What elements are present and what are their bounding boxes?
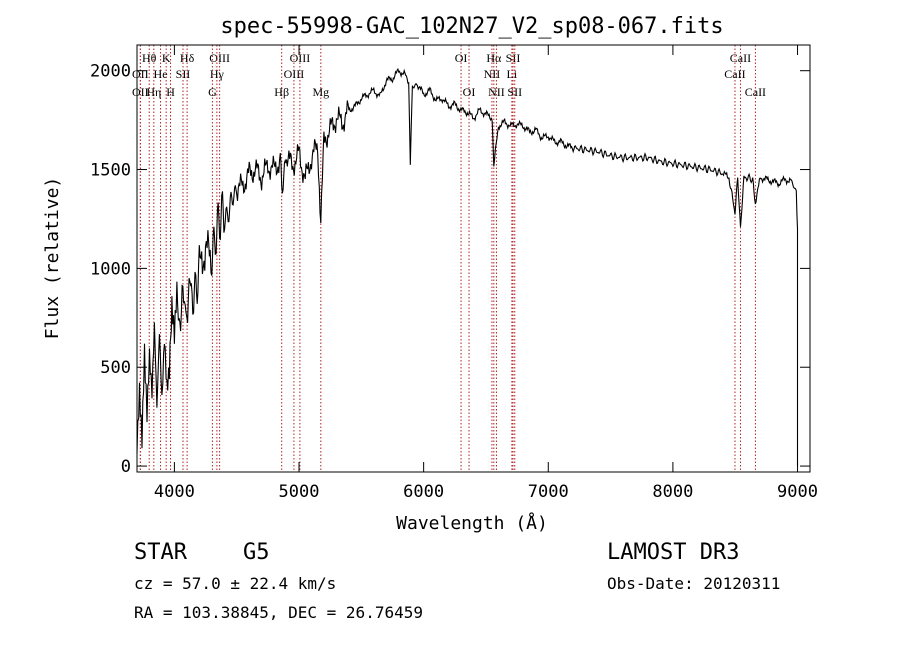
line-marker-label: Li: [507, 67, 518, 81]
line-marker-label: NII: [484, 67, 501, 81]
line-marker-label: Hγ: [210, 67, 225, 81]
line-marker-label: Hθ: [142, 51, 157, 65]
x-axis-label: Wavelength (Å): [396, 512, 548, 534]
spectrum-series: [136, 67, 799, 467]
line-marker-label: SII: [176, 67, 191, 81]
y-tick-label: 1500: [90, 161, 131, 181]
line-marker-label: CaII: [730, 51, 751, 65]
coordinates: RA = 103.38845, DEC = 26.76459: [134, 603, 423, 622]
line-marker-label: CaII: [724, 67, 745, 81]
observation-date: Obs-Date: 20120311: [607, 574, 781, 593]
y-axis-label: Flux (relative): [42, 177, 63, 340]
line-marker-label: OIII: [209, 51, 230, 65]
line-marker-label: OI: [455, 51, 468, 65]
redshift-cz: cz = 57.0 ± 22.4 km/s: [134, 574, 337, 593]
line-marker-label: SII: [506, 51, 521, 65]
plot-frame: [136, 44, 811, 473]
object-class: STAR: [134, 540, 187, 565]
line-marker-label: SII: [507, 85, 522, 99]
line-marker-label: G: [208, 85, 217, 99]
y-tick-label: 2000: [90, 62, 131, 82]
line-marker-label: OII: [132, 85, 149, 99]
line-marker-label: Mg: [312, 85, 329, 99]
x-tick-label: 4000: [154, 482, 195, 502]
line-marker-label: He: [154, 67, 168, 81]
line-marker-label: H: [166, 85, 175, 99]
y-tick-label: 1000: [90, 259, 131, 279]
line-marker-label: K: [162, 51, 171, 65]
x-tick-label: 7000: [528, 482, 569, 502]
line-marker-label: OIII: [284, 67, 305, 81]
x-tick-label: 9000: [777, 482, 818, 502]
y-tick-label: 0: [121, 457, 131, 477]
axes: 4000 5000 6000 7000 8000 9000 0 500 1000 1500 2000: [90, 45, 818, 502]
line-marker-label: CaII: [745, 85, 766, 99]
x-tick-label: 6000: [403, 482, 444, 502]
line-marker-label: Hη: [146, 85, 161, 99]
y-tick-label: 500: [100, 358, 131, 378]
object-subclass: G5: [243, 540, 270, 565]
x-tick-label: 5000: [279, 482, 320, 502]
spectrum-line: [136, 67, 799, 467]
line-marker-label: OIII: [290, 51, 311, 65]
x-tick-label: 8000: [652, 482, 693, 502]
line-marker-label: Hβ: [274, 85, 289, 99]
line-marker-label: OI: [463, 85, 476, 99]
line-marker-label: Hα: [486, 51, 502, 65]
survey-name: LAMOST DR3: [607, 540, 740, 565]
chart-title: spec-55998-GAC_102N27_V2_sp08-067.fits: [220, 14, 723, 39]
line-marker-label: NII: [488, 85, 505, 99]
line-marker-label: Hδ: [180, 51, 195, 65]
